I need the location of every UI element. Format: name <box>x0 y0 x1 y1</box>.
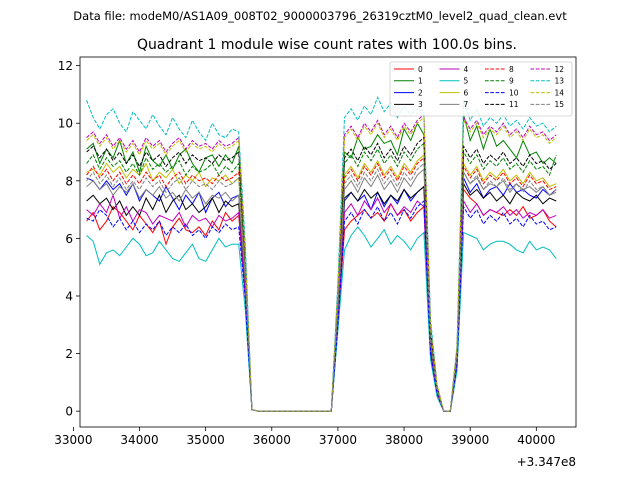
legend-label-15: 15 <box>555 100 565 109</box>
legend-label-14: 14 <box>555 88 565 97</box>
y-tick-label: 2 <box>65 347 73 361</box>
x-tick-label: 39000 <box>451 433 489 447</box>
y-tick-label: 4 <box>65 289 73 303</box>
y-tick-label: 10 <box>58 117 73 131</box>
legend-label-8: 8 <box>509 65 514 74</box>
legend-label-6: 6 <box>464 88 469 97</box>
series-line-10 <box>86 199 557 412</box>
series-line-15 <box>86 162 557 412</box>
x-axis-offset-label: +3.347e8 <box>517 455 576 469</box>
legend-label-7: 7 <box>464 100 469 109</box>
figure-suptitle: Data file: modeM0/AS1A09_008T02_90000037… <box>73 9 567 23</box>
legend-label-0: 0 <box>418 65 423 74</box>
legend-box <box>389 61 573 117</box>
y-tick-label: 6 <box>65 232 73 246</box>
legend-label-10: 10 <box>509 88 519 97</box>
y-tick-label: 12 <box>58 59 73 73</box>
y-tick-label: 8 <box>65 174 73 188</box>
x-tick-label: 36000 <box>253 433 291 447</box>
legend-label-3: 3 <box>418 100 423 109</box>
axes-frame <box>79 56 577 428</box>
legend-label-13: 13 <box>555 77 565 86</box>
legend-label-9: 9 <box>509 77 514 86</box>
x-tick-label: 38000 <box>385 433 423 447</box>
x-tick-label: 40000 <box>517 433 555 447</box>
series-lines <box>86 96 557 412</box>
legend-label-1: 1 <box>418 77 423 86</box>
legend-label-4: 4 <box>464 65 469 74</box>
y-tick-label: 0 <box>65 405 73 419</box>
plot-area: 33000 34000 35000 36000 37000 38000 39000 40000… <box>54 56 577 447</box>
legend-label-2: 2 <box>418 88 423 97</box>
chart-title: Quadrant 1 module wise count rates with … <box>137 37 517 53</box>
series-line-13 <box>86 96 557 412</box>
legend-label-5: 5 <box>464 77 469 86</box>
legend-label-12: 12 <box>555 65 565 74</box>
legend-label-11: 11 <box>509 100 519 109</box>
x-tick-label: 33000 <box>54 433 92 447</box>
x-tick-label: 34000 <box>120 433 158 447</box>
x-tick-label: 37000 <box>319 433 357 447</box>
x-tick-label: 35000 <box>187 433 225 447</box>
